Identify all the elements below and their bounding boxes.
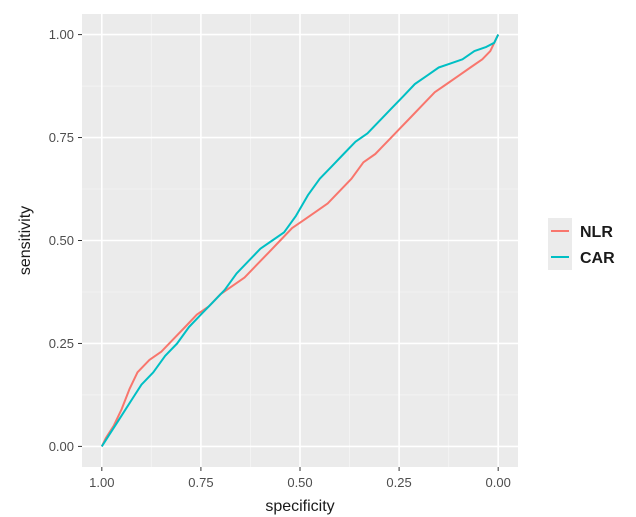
x-axis-title: specificity [265,498,334,515]
x-tick-label: 0.00 [486,475,511,490]
y-axis-title: sensitivity [17,206,34,275]
legend-label-nlr: NLR [580,224,613,241]
y-tick-label: 0.75 [49,130,74,145]
y-tick-label: 0.50 [49,233,74,248]
legend: NLR CAR [548,218,615,270]
x-tick-label: 0.25 [386,475,411,490]
series-line-nlr [100,34,500,447]
y-tick-label: 0.25 [49,336,74,351]
x-tick-label: 1.00 [89,475,114,490]
x-tick-label: 0.50 [287,475,312,490]
x-axis-ticks: 1.00 0.75 0.50 0.25 0.00 [89,467,511,490]
series-line-car [100,34,500,447]
y-axis-ticks: 0.00 0.25 0.50 0.75 1.00 [49,27,82,454]
legend-label-car: CAR [580,250,615,267]
y-tick-label: 0.00 [49,439,74,454]
x-tick-label: 0.75 [188,475,213,490]
y-tick-label: 1.00 [49,27,74,42]
series-lines [100,34,500,447]
grid [82,14,518,467]
